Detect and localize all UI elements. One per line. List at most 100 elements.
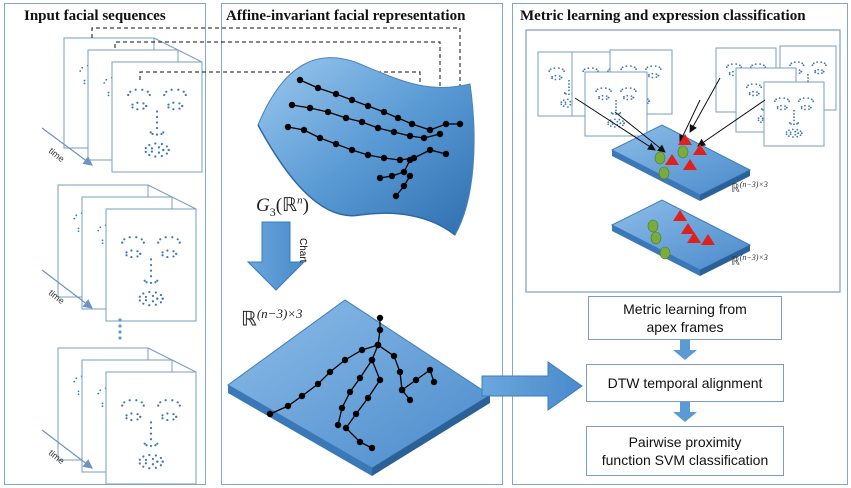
- class-triangle: [693, 144, 707, 155]
- manifold-point: [442, 150, 450, 158]
- landmark-dot: [568, 83, 570, 85]
- class-circle: [650, 231, 662, 245]
- plane-point: [376, 326, 384, 334]
- landmark-dot: [613, 126, 616, 128]
- landmark-dot: [626, 94, 629, 97]
- landmark-dot: [821, 69, 823, 71]
- landmark-dot: [615, 109, 617, 112]
- landmark-dot: [121, 404, 124, 407]
- class-circle: [654, 151, 666, 165]
- plane-point: [368, 444, 376, 452]
- euclidean-label-plane-1: ℝ(n−3)×3: [731, 180, 768, 195]
- landmark-dot: [148, 143, 151, 147]
- landmark-dot: [794, 133, 797, 136]
- landmark-dot: [140, 401, 143, 404]
- plane-point: [338, 404, 346, 412]
- landmark-dot: [101, 239, 104, 242]
- landmark-dot: [645, 68, 647, 71]
- landmark-dot: [77, 230, 80, 233]
- landmark-dot: [568, 86, 570, 89]
- landmark-dot: [164, 399, 167, 402]
- svm-box: Pairwise proximity function SVM classifi…: [586, 426, 784, 476]
- landmark-dot: [548, 70, 551, 73]
- landmark-dot: [778, 97, 781, 100]
- landmark-dot: [159, 301, 162, 304]
- landmark-dot: [566, 98, 569, 101]
- landmark-dot: [797, 122, 800, 124]
- plane-point: [334, 421, 342, 429]
- landmark-dot: [560, 76, 563, 79]
- landmark-dot: [732, 74, 734, 77]
- landmark-dot: [149, 269, 153, 272]
- landmark-dot: [176, 401, 179, 404]
- landmark-dot: [77, 390, 80, 393]
- landmark-dot: [601, 94, 604, 97]
- apex-frame: [584, 71, 648, 137]
- landmark-dot: [77, 227, 80, 230]
- landmark-dot: [820, 61, 823, 64]
- landmark-dot: [817, 68, 820, 71]
- landmark-dot: [154, 155, 157, 158]
- landmark-dot: [814, 69, 817, 72]
- landmark-dot: [809, 106, 812, 109]
- landmark-dot: [165, 145, 168, 148]
- landmark-dot: [154, 454, 157, 457]
- landmark-dot: [149, 421, 153, 424]
- landmark-dot: [161, 414, 164, 417]
- landmark-dot: [172, 413, 175, 416]
- landmark-dot: [793, 116, 795, 119]
- landmark-dot: [566, 106, 569, 108]
- face-frame: [105, 371, 197, 485]
- landmark-dot: [554, 78, 557, 81]
- landmark-dot: [155, 110, 159, 113]
- landmark-dot: [156, 460, 159, 463]
- landmark-dot: [759, 115, 762, 118]
- plane-trajectory: [401, 368, 435, 391]
- manifold-point: [394, 114, 402, 122]
- plane-point: [430, 378, 438, 386]
- landmark-dot: [178, 102, 181, 105]
- landmark-dot: [611, 123, 614, 126]
- landmark-dot: [155, 115, 159, 119]
- manifold-point: [408, 120, 416, 128]
- landmark-dot: [161, 254, 164, 257]
- landmark-dot: [800, 70, 803, 73]
- landmark-dot: [163, 93, 166, 97]
- landmark-dot: [146, 90, 149, 93]
- manifold-point: [364, 151, 372, 159]
- manifold-point: [406, 172, 414, 180]
- landmark-dot: [728, 71, 731, 74]
- landmark-dot: [143, 442, 146, 445]
- landmark-dot: [156, 279, 159, 282]
- plane-point: [346, 388, 354, 396]
- landmark-dot: [596, 88, 599, 91]
- manifold-point: [348, 146, 356, 154]
- landmark-dot: [154, 142, 157, 145]
- landmark-dot: [143, 279, 146, 282]
- landmark-dot: [144, 299, 148, 302]
- landmark-dot: [804, 104, 806, 107]
- manifold-point: [392, 192, 400, 200]
- landmark-dot: [182, 90, 185, 93]
- landmark-dot: [551, 77, 554, 80]
- landmark-dot: [776, 107, 779, 110]
- manifold-point: [324, 108, 332, 116]
- landmark-dot: [752, 94, 754, 97]
- euclidean-label: ℝ(n−3)×3: [241, 306, 303, 331]
- landmark-dot: [136, 255, 139, 258]
- landmark-dot: [130, 255, 133, 259]
- landmark-dot: [633, 66, 636, 69]
- ellipsis-dots: [118, 318, 122, 340]
- landmark-dot: [142, 404, 145, 407]
- plane-point: [364, 394, 372, 402]
- down-arrow-1: [673, 340, 697, 360]
- landmark-dot: [149, 131, 152, 134]
- manifold-point: [396, 156, 404, 164]
- landmark-dot: [131, 106, 134, 109]
- landmark-dot: [789, 64, 791, 67]
- to-dtw-arrow: [481, 361, 583, 411]
- class-circle: [659, 246, 671, 260]
- landmark-dot: [758, 84, 761, 87]
- plane-point: [342, 424, 350, 432]
